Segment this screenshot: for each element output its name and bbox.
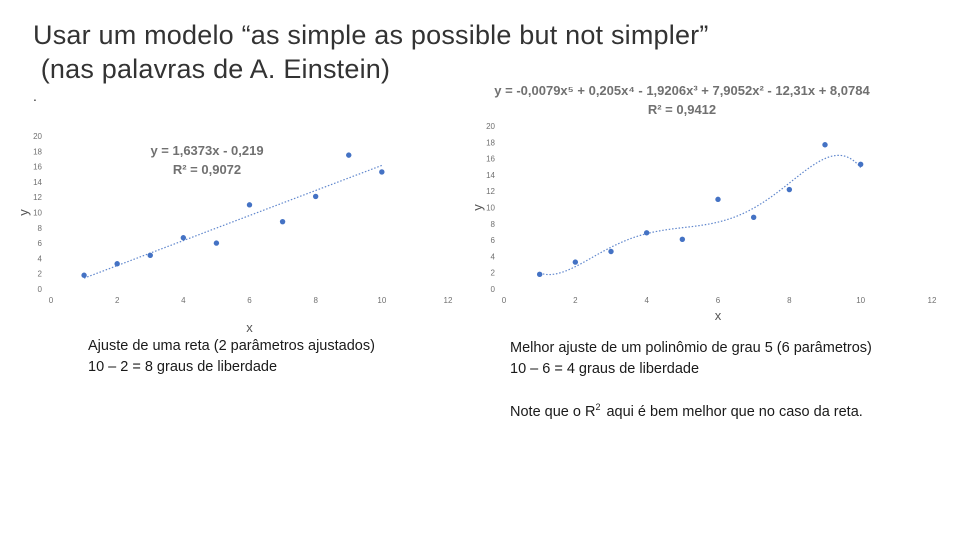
- y-tick-label: 10: [33, 209, 42, 218]
- x-tick-label: 0: [49, 296, 54, 305]
- y-tick-label: 2: [491, 269, 496, 278]
- y-tick-label: 4: [38, 254, 43, 263]
- y-tick-label: 20: [33, 132, 42, 141]
- x-tick-label: 8: [313, 296, 318, 305]
- data-point: [213, 240, 220, 246]
- polynomial-fit-chart: 0 2 4 6 8 10 12 14 16 18 20 0 2 4 6 8 10 12 x y y = -0,0079x…: [470, 83, 937, 323]
- data-point: [81, 272, 87, 278]
- y-axis-title: y: [16, 209, 31, 216]
- y-axis-title: y: [470, 204, 485, 211]
- data-point: [180, 235, 187, 241]
- data-point: [379, 169, 385, 175]
- y-tick-label: 4: [491, 252, 496, 261]
- r-squared-label: R² = 0,9412: [648, 102, 716, 117]
- x-axis-title: x: [715, 308, 722, 323]
- x-tick-label: 2: [573, 296, 578, 305]
- x-tick-label: 0: [502, 296, 507, 305]
- x-tick-label: 4: [644, 296, 649, 305]
- r-squared-label: R² = 0,9072: [173, 162, 241, 177]
- x-tick-label: 10: [377, 296, 386, 305]
- data-point: [536, 271, 543, 278]
- x-tick-label: 6: [716, 296, 721, 305]
- x-tick-label: 12: [928, 296, 937, 305]
- x-tick-label: 8: [787, 296, 792, 305]
- data-point: [608, 248, 614, 255]
- data-point: [643, 230, 650, 236]
- y-tick-label: 18: [486, 138, 495, 147]
- bullet-dot: .: [33, 88, 37, 104]
- caption-linear-fit: Ajuste de uma reta (2 parâmetros ajustad…: [88, 336, 375, 378]
- note-superscript: 2: [595, 402, 601, 412]
- y-tick-label: 0: [38, 285, 43, 294]
- data-point: [346, 152, 352, 158]
- x-tick-label: 6: [247, 296, 252, 305]
- y-tick-label: 12: [33, 193, 42, 202]
- data-point: [786, 186, 793, 193]
- caption-polynomial-fit: Melhor ajuste de um polinômio de grau 5 …: [510, 338, 872, 380]
- caption-linear-line-1: Ajuste de uma reta (2 parâmetros ajustad…: [88, 338, 375, 354]
- y-tick-label: 12: [486, 187, 495, 196]
- y-tick-label: 14: [486, 171, 495, 180]
- trendline: [83, 164, 383, 279]
- data-point: [822, 142, 828, 148]
- data-point: [572, 259, 579, 265]
- trendline-equation: y = -0,0079x⁵ + 0,205x⁴ - 1,9206x³ + 7,9…: [494, 83, 870, 98]
- r2-note: Note que o R2 aqui é bem melhor que no ca…: [510, 402, 863, 420]
- y-tick-label: 8: [38, 224, 43, 233]
- note-prefix: Note que o R: [510, 404, 596, 420]
- y-tick-label: 20: [486, 122, 495, 131]
- caption-linear-line-2: 10 – 2 = 8 graus de liberdade: [88, 359, 278, 375]
- y-tick-label: 2: [38, 270, 43, 279]
- y-tick-label: 8: [491, 220, 496, 229]
- title-line-2: (nas palavras de A. Einstein): [33, 54, 391, 84]
- x-tick-label: 12: [444, 296, 453, 305]
- trendline-equation: y = 1,6373x - 0,219: [150, 143, 263, 158]
- y-tick-label: 6: [38, 239, 43, 248]
- x-axis-title: x: [246, 320, 253, 335]
- data-point: [246, 202, 253, 208]
- caption-polynomial-line-1: Melhor ajuste de um polinômio de grau 5 …: [510, 340, 872, 356]
- x-tick-label: 2: [115, 296, 120, 305]
- x-tick-label: 10: [856, 296, 865, 305]
- note-suffix: aqui é bem melhor que no caso da reta.: [606, 404, 863, 420]
- data-point: [147, 252, 153, 259]
- caption-polynomial-line-2: 10 – 6 = 4 graus de liberdade: [510, 361, 700, 377]
- data-point: [679, 236, 686, 242]
- x-tick-label: 4: [181, 296, 186, 305]
- data-point: [312, 193, 319, 200]
- linear-fit-chart: 0 2 4 6 8 10 12 14 16 18 20 0 2 4 6 8 10 12 x y y = 1,6373x …: [16, 132, 453, 335]
- y-tick-label: 10: [486, 204, 495, 213]
- data-point: [750, 214, 757, 220]
- data-point: [857, 161, 864, 168]
- data-point: [279, 218, 286, 225]
- y-tick-label: 16: [33, 163, 42, 172]
- data-point: [114, 261, 120, 267]
- y-tick-label: 6: [491, 236, 496, 245]
- trendline: [539, 154, 862, 276]
- title-line-1: Usar um modelo “as simple as possible bu…: [33, 20, 709, 50]
- y-tick-label: 16: [486, 155, 495, 164]
- data-point: [715, 196, 721, 203]
- y-tick-label: 0: [491, 285, 496, 294]
- y-tick-label: 18: [33, 147, 42, 156]
- slide-title: Usar um modelo “as simple as possible bu…: [33, 18, 709, 86]
- y-tick-label: 14: [33, 178, 42, 187]
